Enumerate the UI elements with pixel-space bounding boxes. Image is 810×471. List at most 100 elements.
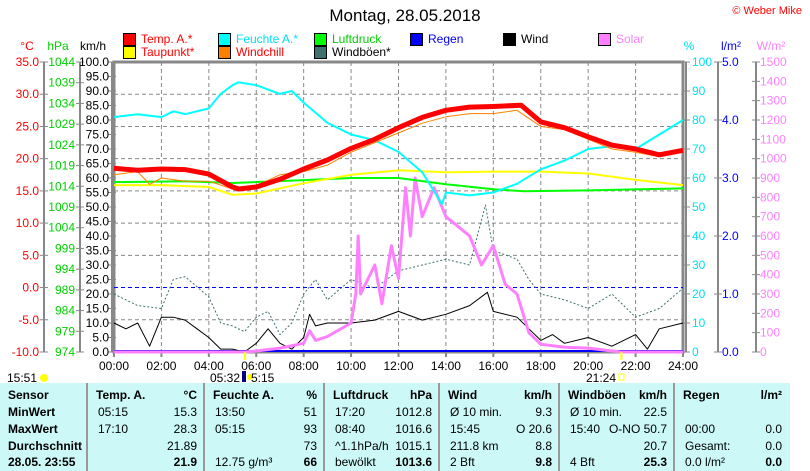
table-column: Sensor MinWert MaxWert Durchschnitt 28.05. 2… (0, 383, 88, 471)
legend-label: Wind (521, 32, 549, 46)
legend-item: Regen (410, 32, 463, 46)
legend-item: Taupunkt* (123, 45, 194, 59)
column-unit: km/h (523, 388, 552, 402)
time-tick-label: 22:00 (621, 359, 651, 373)
speed-tick-label: 65.0 (86, 157, 110, 171)
cell-time: 13:50 (215, 405, 246, 419)
weather-chart: °C35.030.025.020.015.010.05.00.0-5.0-10.… (7, 39, 787, 385)
table-column: Feuchte A.% 13:50 51 05:15 93 73 12.75 g/m³ 66 (205, 383, 325, 471)
cell-value: 1016.6 (395, 422, 432, 436)
legend-label: Solar (616, 32, 645, 46)
sunrise-time: 05:32 (210, 371, 240, 385)
time-tick-label: 08:00 (289, 359, 319, 373)
legend-swatch (598, 32, 611, 46)
rain-tick-label: 4.0 (722, 113, 739, 127)
humidity-tick-label: 60 (692, 171, 706, 185)
sun-icon (247, 374, 253, 380)
speed-tick-label: 70.0 (86, 142, 110, 156)
row-label: MaxWert (8, 422, 58, 436)
pressure-tick-label: 994 (55, 262, 75, 276)
column-unit: °C (183, 388, 197, 402)
cell-value: 73 (303, 439, 317, 453)
cell-value: 21.89 (166, 439, 197, 453)
solar-tick-label: 900 (760, 171, 780, 185)
pressure-tick-label: 1014 (48, 179, 75, 193)
legend-swatch (503, 32, 516, 46)
legend-swatch (218, 45, 231, 59)
sunrise-time-2: 5:15 (251, 371, 275, 385)
solar-tick-label: 800 (760, 190, 780, 204)
legend-swatch (314, 32, 327, 46)
pressure-axis-unit: hPa (47, 39, 69, 53)
legend-label: Taupunkt* (141, 45, 195, 59)
temp-tick-label: 15.0 (16, 184, 40, 198)
speed-tick-label: 15.0 (86, 302, 110, 316)
humidity-tick-label: 90 (692, 84, 706, 98)
cell-value: 9.8 (535, 455, 552, 469)
cell-value: 8.8 (535, 439, 552, 453)
series-taupunkt (114, 169, 684, 196)
pressure-tick-label: 1019 (48, 159, 75, 173)
column-header: Sensor (8, 388, 49, 402)
speed-tick-label: 90.0 (86, 84, 110, 98)
pressure-tick-label: 974 (55, 345, 75, 359)
table-column: Wind km/h Ø 10 min. 9.3 15:45 O 20.6 211.8 km 8… (440, 383, 560, 471)
legend-label: Regen (428, 32, 464, 46)
cell-time: 08:40 (335, 422, 366, 436)
legend-swatch (314, 45, 327, 59)
cell-value: 51 (303, 405, 317, 419)
cell-time: 2 Bft (450, 455, 475, 469)
pressure-tick-label: 979 (55, 324, 75, 338)
legend-swatch (410, 32, 423, 46)
time-tick-label: 02:00 (146, 359, 176, 373)
row-label: 28.05. 23:55 (8, 455, 76, 469)
speed-tick-label: 60.0 (86, 171, 110, 185)
humidity-tick-label: 0 (692, 345, 699, 359)
time-tick-label: 12:00 (383, 359, 413, 373)
cell-time: 211.8 km (450, 439, 499, 453)
cell-value: 9.3 (535, 405, 552, 419)
chart-title: Montag, 28.05.2018 (329, 6, 481, 25)
table-column: Regen l/m² 00:00 0.0 Gesamt: 0.0 0.0 l/m² 0.0 (675, 383, 788, 471)
series-luftdruck (113, 177, 684, 193)
humidity-axis-unit: % (684, 39, 695, 53)
column-header: Temp. A. (96, 388, 146, 402)
time-tick-label: 20:00 (573, 359, 603, 373)
temp-tick-label: -10.0 (12, 345, 40, 359)
solar-tick-label: 1000 (760, 152, 787, 166)
cell-value: 66 (303, 455, 317, 469)
table-column: Luftdruck hPa 17:20 1012.8 08:40 1016.6 ^1.1hP… (325, 383, 440, 471)
moon-icon (40, 374, 48, 382)
cell-time: Ø 10 min. (570, 405, 623, 419)
rain-tick-label: 0.0 (722, 345, 739, 359)
legend-swatch (218, 32, 231, 46)
legend-item: Luftdruck (314, 32, 381, 46)
temp-tick-label: 30.0 (16, 87, 40, 101)
solar-axis-unit: W/m² (757, 39, 786, 53)
cell-time: 4 Bft (570, 455, 595, 469)
series-wind (113, 291, 684, 353)
summary-table: Sensor MinWert MaxWert Durchschnitt 28.05. 2… (0, 383, 790, 471)
series-temp-a (113, 102, 684, 192)
row-label: Durchschnitt (8, 439, 83, 453)
moon-phase-icon (242, 371, 246, 382)
humidity-tick-label: 70 (692, 142, 706, 156)
cell-value: 0.0 (765, 455, 782, 469)
temp-tick-label: -5.0 (18, 313, 39, 327)
solar-tick-label: 600 (760, 229, 780, 243)
column-unit: l/m² (760, 388, 782, 402)
copyright: © Weber Mike (732, 5, 802, 17)
cell-value: 25.3 (643, 455, 667, 469)
pressure-tick-label: 1009 (48, 200, 75, 214)
rain-tick-label: 1.0 (722, 287, 739, 301)
speed-axis-unit: km/h (80, 39, 106, 53)
speed-tick-label: 80.0 (86, 113, 110, 127)
humidity-tick-label: 30 (692, 258, 706, 272)
humidity-tick-label: 20 (692, 287, 706, 301)
cell-time: 05:15 (98, 405, 129, 419)
speed-tick-label: 30.0 (86, 258, 110, 272)
temp-tick-label: 20.0 (16, 152, 40, 166)
cell-time: 05:15 (215, 422, 246, 436)
time-tick-label: 06:00 (241, 359, 271, 373)
cell-value: 21.9 (173, 455, 197, 469)
